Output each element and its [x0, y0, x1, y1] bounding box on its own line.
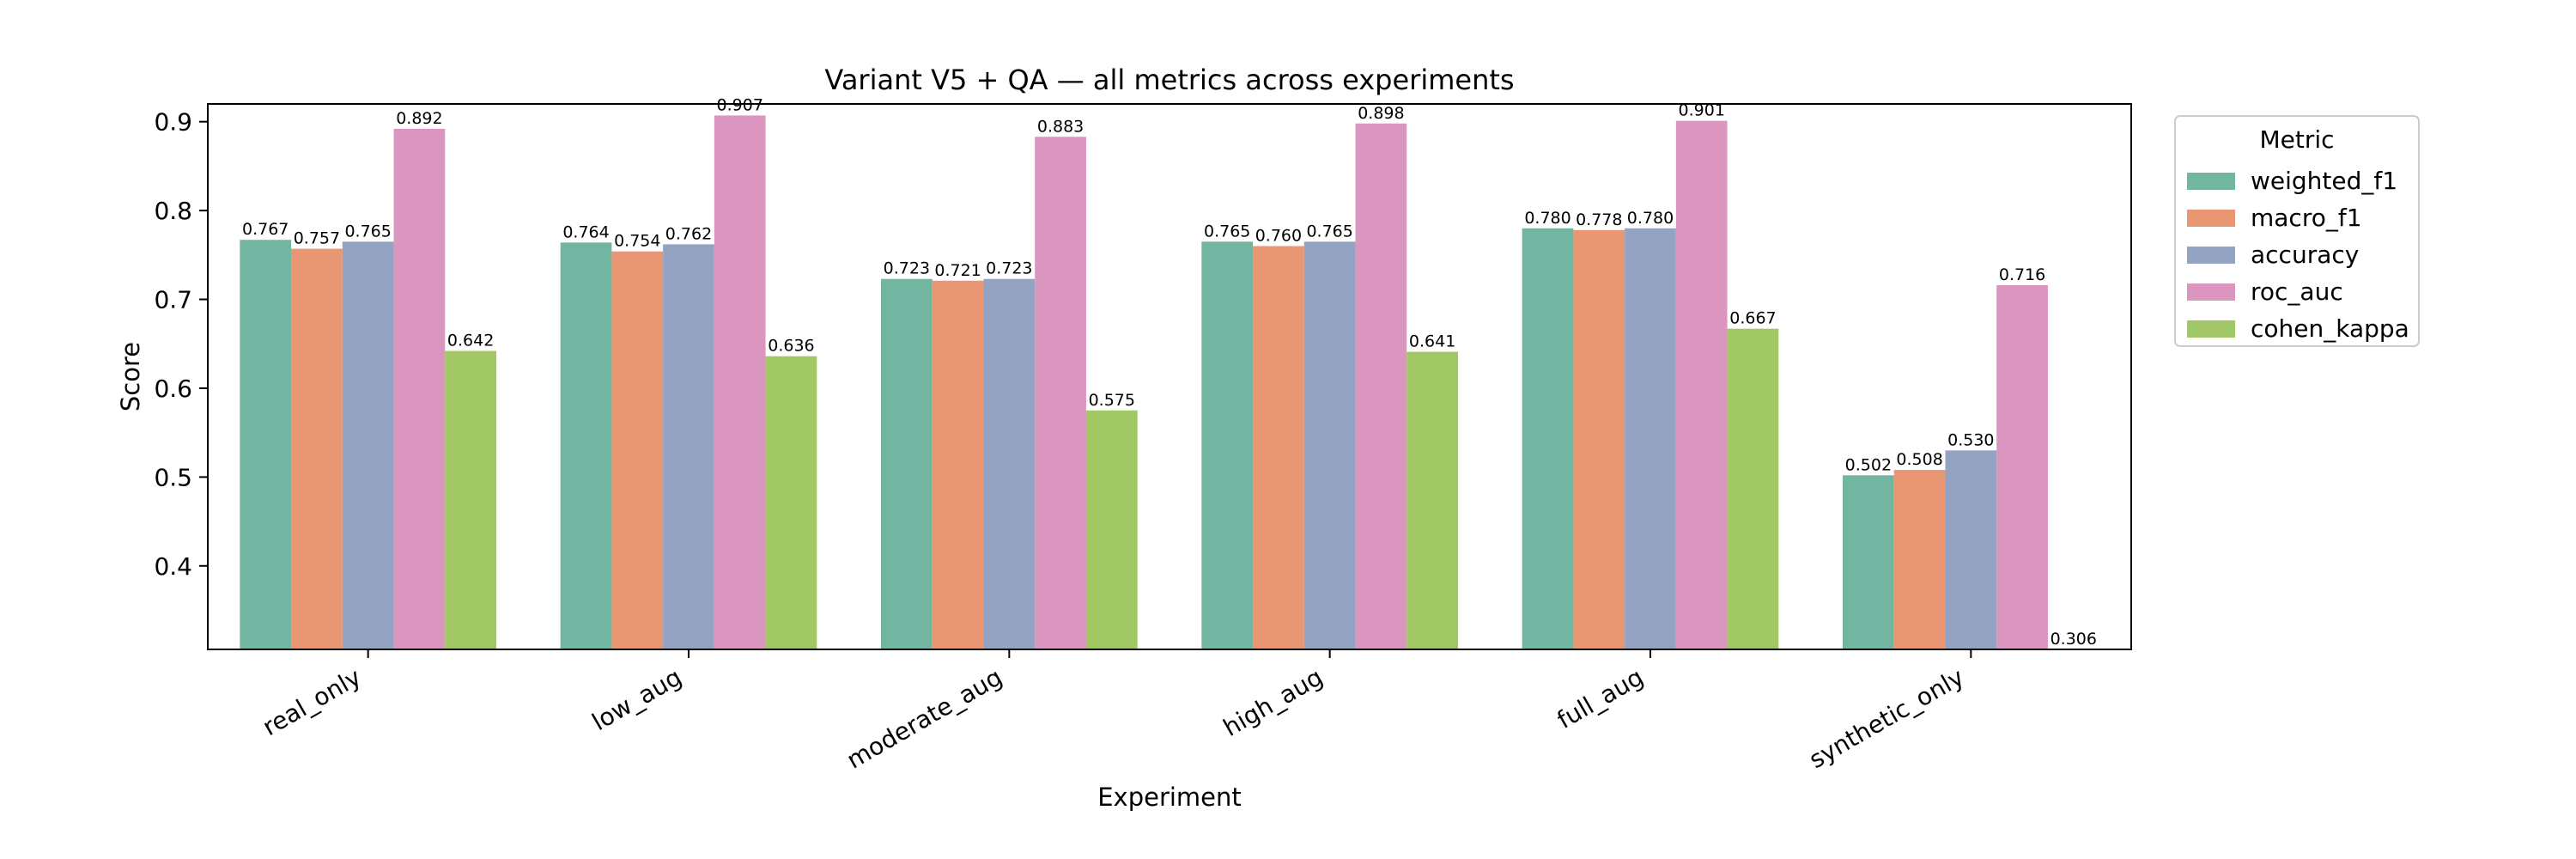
x-tick-label: synthetic_only [1804, 662, 1969, 774]
bar-value-label: 0.721 [934, 261, 981, 280]
y-axis-label: Score [116, 342, 145, 411]
bar-value-label: 0.765 [344, 222, 391, 241]
bar-weighted_f1-real_only [240, 240, 292, 649]
plot-frame [207, 103, 2132, 650]
bar-accuracy-low_aug [663, 244, 714, 649]
bar-roc_auc-moderate_aug [1035, 137, 1086, 649]
bar-value-label: 0.723 [884, 259, 930, 278]
bar-weighted_f1-synthetic_only [1843, 475, 1894, 649]
bar-value-label: 0.667 [1729, 309, 1776, 328]
bar-value-label: 0.642 [447, 332, 494, 350]
bar-roc_auc-synthetic_only [1996, 284, 2048, 649]
bar-macro_f1-real_only [291, 248, 343, 649]
bar-accuracy-full_aug [1625, 228, 1676, 649]
bar-value-label: 0.764 [562, 222, 609, 241]
bars-group [240, 115, 2048, 650]
bar-weighted_f1-full_aug [1522, 228, 1574, 649]
bar-value-label: 0.754 [614, 232, 660, 251]
bar-value-label: 0.898 [1358, 104, 1404, 123]
bar-accuracy-high_aug [1303, 241, 1356, 649]
bar-value-label: 0.508 [1896, 450, 1942, 469]
bar-accuracy-real_only [342, 241, 394, 649]
bar-macro_f1-moderate_aug [932, 280, 984, 649]
chart-title: Variant V5 + QA — all metrics across exp… [824, 64, 1514, 96]
legend-box [2174, 115, 2420, 347]
bar-macro_f1-full_aug [1573, 229, 1625, 649]
x-axis-label: Experiment [1097, 783, 1242, 812]
bar-accuracy-moderate_aug [983, 278, 1036, 649]
bar-value-label: 0.636 [768, 337, 814, 356]
bar-cohen_kappa-low_aug [765, 356, 817, 649]
legend: Metric weighted_f1 macro_f1 accuracy roc_au… [2174, 115, 2420, 347]
bar-value-label: 0.901 [1679, 101, 1725, 120]
bar-macro_f1-low_aug [611, 251, 664, 649]
y-tick-label: 0.6 [154, 375, 192, 403]
bar-weighted_f1-low_aug [560, 242, 612, 649]
bar-roc_auc-high_aug [1355, 123, 1407, 649]
bar-value-label: 0.762 [665, 224, 712, 243]
bar-macro_f1-high_aug [1253, 246, 1304, 649]
bar-roc_auc-real_only [393, 128, 446, 650]
bar-value-label: 0.757 [294, 229, 340, 248]
bar-cohen_kappa-full_aug [1727, 328, 1779, 649]
x-tick-label: low_aug [587, 662, 687, 736]
y-tick-label: 0.9 [154, 108, 192, 137]
bar-value-label: 0.306 [2050, 630, 2097, 649]
bar-value-label: 0.575 [1089, 391, 1135, 410]
bar-value-label: 0.760 [1255, 226, 1302, 245]
bar-value-label: 0.765 [1204, 222, 1250, 241]
bar-accuracy-synthetic_only [1945, 450, 1997, 649]
y-tick-label: 0.7 [154, 286, 192, 314]
bar-value-label: 0.716 [1999, 265, 2045, 284]
x-tick-label: high_aug [1218, 662, 1327, 741]
bar-value-label: 0.641 [1409, 332, 1455, 351]
bar-cohen_kappa-moderate_aug [1085, 410, 1138, 649]
bar-roc_auc-full_aug [1675, 120, 1728, 649]
legend-swatch-macro_f1 [2187, 210, 2235, 227]
bar-value-label: 0.780 [1627, 209, 1674, 228]
bar-value-label: 0.530 [1947, 430, 1994, 449]
bar-value-label: 0.502 [1845, 455, 1892, 474]
legend-label-weighted_f1: weighted_f1 [2251, 167, 2397, 195]
y-tick-label: 0.4 [154, 552, 192, 581]
x-tick-label: moderate_aug [842, 662, 1007, 774]
x-tick-label: real_only [258, 662, 366, 741]
legend-swatch-accuracy [2187, 247, 2235, 264]
legend-title: Metric [2259, 125, 2334, 154]
y-axis-ticks: 0.4 0.5 0.6 0.7 0.8 0.9 [154, 108, 208, 581]
legend-items: weighted_f1 macro_f1 accuracy roc_auc cohen_… [2187, 167, 2409, 343]
bar-weighted_f1-high_aug [1201, 241, 1254, 649]
bar-value-label: 0.765 [1306, 222, 1352, 241]
legend-label-cohen_kappa: cohen_kappa [2251, 314, 2409, 343]
bar-cohen_kappa-high_aug [1406, 351, 1458, 649]
y-tick-label: 0.5 [154, 463, 192, 491]
bar-value-label: 0.883 [1037, 117, 1084, 136]
bar-weighted_f1-moderate_aug [881, 278, 933, 649]
bar-value-label: 0.778 [1576, 210, 1622, 229]
bar-value-label: 0.767 [242, 220, 289, 239]
x-axis-ticks: real_only low_aug moderate_aug high_aug full… [258, 649, 1972, 775]
legend-swatch-roc_auc [2187, 283, 2235, 301]
bar-value-label: 0.723 [986, 259, 1032, 278]
bar-value-label: 0.907 [717, 95, 763, 114]
x-tick-label: full_aug [1552, 662, 1649, 734]
legend-label-macro_f1: macro_f1 [2251, 204, 2362, 232]
legend-swatch-weighted_f1 [2187, 173, 2235, 190]
bar-value-label: 0.892 [396, 109, 442, 128]
legend-swatch-cohen_kappa [2187, 320, 2235, 338]
legend-label-accuracy: accuracy [2251, 241, 2359, 269]
legend-label-roc_auc: roc_auc [2251, 277, 2343, 306]
bar-cohen_kappa-real_only [445, 350, 496, 649]
y-tick-label: 0.8 [154, 197, 192, 225]
bar-macro_f1-synthetic_only [1893, 470, 1946, 649]
bar-value-label: 0.780 [1524, 209, 1571, 228]
bar-roc_auc-low_aug [714, 115, 766, 649]
